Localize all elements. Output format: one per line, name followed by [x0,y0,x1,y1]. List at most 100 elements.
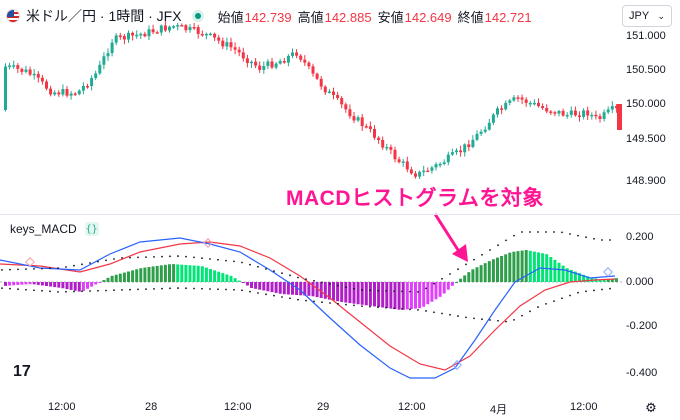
envelope-dot [153,287,155,290]
candle-body [196,27,200,34]
envelope-dot [529,231,531,233]
indicator-name[interactable]: keys_MACD [10,222,77,236]
histogram-bar [389,282,393,309]
legend-bar: 米ドル／円 · 1時間 · JFX 始値142.739 高値142.885 安値… [0,0,622,32]
histogram-bar [254,282,258,289]
histogram-bar [360,282,364,305]
envelope-dot [353,304,355,307]
envelope-dot [321,301,323,304]
candle-body [434,164,438,168]
symbol-title[interactable]: 米ドル／円 · 1時間 · JFX [26,8,182,24]
histogram-bar [299,282,303,296]
envelope-dot [561,231,563,234]
time-axis-label: 29 [317,401,330,413]
histogram-bar [274,282,278,293]
macd-line [0,237,616,379]
histogram-bar [557,262,561,282]
histogram-bar [159,265,163,282]
histogram-bar [393,282,397,310]
histogram-bar [582,274,586,282]
histogram-bar [250,282,253,288]
pane-separator[interactable] [0,214,680,215]
histogram-bar [90,282,94,287]
candle-body [262,66,266,70]
histogram-bar [549,257,553,282]
envelope-dot [193,256,195,259]
candle-body [4,66,7,110]
candle-body [455,150,458,153]
envelope-dot [537,306,539,308]
histogram-bar [143,267,147,282]
histogram-bar [20,282,24,285]
candle-body [516,97,520,99]
histogram-bar [381,282,385,308]
indicator-legend: keys_MACD {} [10,222,99,236]
currency-selector[interactable]: JPY ⌄ [622,5,672,27]
candle-body [229,42,233,48]
histogram-bar [81,282,85,291]
envelope-dot [81,290,83,293]
candle-body [549,111,553,113]
histogram-bar [319,282,323,298]
histogram-bar [455,282,458,283]
candle-body [500,108,504,110]
envelope-dot [89,290,91,292]
candle-body [545,108,549,112]
candle-body [483,129,487,132]
candle-body [414,173,417,177]
tradingview-logo[interactable]: 17 [13,363,31,381]
candle-body [168,26,171,31]
envelope-dot [553,300,555,302]
envelope-dot [577,234,579,237]
candle-body [393,149,397,160]
envelope-dot [25,268,27,271]
candle-body [582,110,586,117]
histogram-bar [586,276,590,282]
histogram-bar [28,282,32,285]
envelope-dot [41,289,43,292]
envelope-dot [137,288,139,291]
envelope-dot [545,303,547,305]
histogram-bar [8,282,12,286]
envelope-dot [33,289,35,292]
envelope-dot [553,231,555,233]
time-axis-label: 28 [145,401,158,413]
histogram-bar [344,282,348,303]
envelope-dot [337,302,339,305]
envelope-dot [89,262,91,264]
histogram-bar [578,273,581,282]
histogram-bar [241,282,245,284]
histogram-bar [610,278,614,282]
candle-body [28,69,32,75]
envelope-dot [521,314,523,317]
gear-icon[interactable]: ⚙ [645,400,657,415]
envelope-dot [249,263,251,266]
envelope-dot [609,239,611,241]
curly-braces-icon[interactable]: {} [84,222,99,236]
envelope-dot [609,287,611,290]
candle-body [217,37,221,41]
envelope-dot [81,263,83,266]
candle-body [254,61,258,66]
candle-body [127,32,130,40]
histogram-bar [508,252,512,282]
envelope-dot [225,288,227,291]
envelope-dot [345,303,347,306]
envelope-dot [497,244,499,247]
envelope-dot [65,290,67,293]
candle-body [475,133,479,140]
histogram-bar [237,280,241,282]
candle-body [188,26,192,31]
candle-body [373,128,376,138]
candle-body [20,68,24,72]
histogram-bar [180,264,184,282]
envelope-dot [481,253,483,256]
envelope-dot [201,287,203,290]
histogram-bar [311,282,315,297]
histogram-bar [24,282,28,285]
candle-body [471,139,475,148]
histogram-bar [106,277,110,282]
candle-body [291,52,294,56]
candle-body [225,42,229,47]
